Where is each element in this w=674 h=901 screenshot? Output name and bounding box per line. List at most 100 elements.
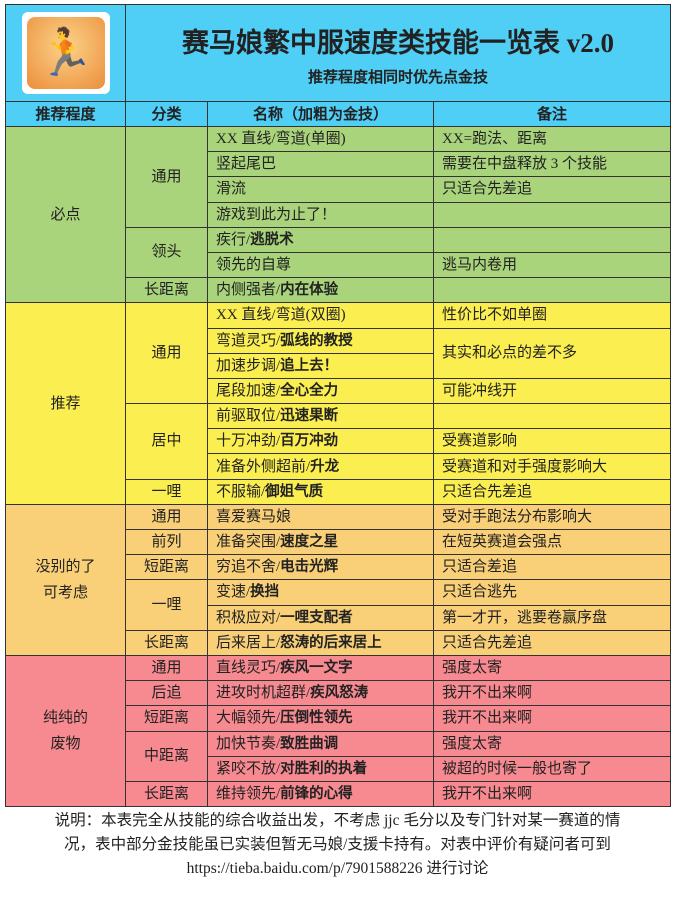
category-cell: 中距离 [125, 730, 208, 782]
skill-name-cell: 弯道灵巧/弧线的教授 [207, 327, 434, 354]
level-cell: 推荐 [5, 302, 126, 505]
note-cell [432, 277, 672, 304]
category-cell: 领头 [125, 226, 208, 279]
level-cell: 没别的了 可考虑 [5, 503, 126, 656]
gold-skill-name: 对胜利的执着 [280, 760, 368, 777]
note-cell: 逃马内卷用 [432, 251, 672, 279]
category-cell: 一哩 [125, 478, 208, 505]
skill-name-cell: 不服输/御姐气质 [207, 478, 434, 505]
table-row: 必点 通用 XX 直线/弯道(单圈) XX=跑法、距离 [5, 125, 672, 304]
skill-name-cell: 准备外侧超前/升龙 [207, 453, 434, 480]
level-cell: 纯纯的 废物 [5, 654, 126, 808]
column-header-name: 名称（加粗为金技） [207, 101, 434, 127]
column-header-level: 推荐程度 [5, 101, 126, 127]
note-cell: 只适合先差追 [432, 629, 672, 656]
gold-skill-name: 怒涛的后来居上 [280, 634, 382, 651]
footer-line: 况，表中部分金技能虽已实装但暂无马娘/支援卡持有。对表中评价有疑问者可到 [64, 836, 611, 854]
skill-name-cell: 十万冲劲/百万冲劲 [207, 428, 434, 455]
skill-name-cell: 积极应对/一哩支配者 [207, 604, 434, 631]
gold-skill-name: 电击光辉 [280, 559, 339, 576]
skill-name-cell: 竖起尾巴 [207, 151, 434, 178]
category-cell: 短距离 [125, 705, 208, 732]
note-cell: 只适合先差追 [432, 478, 672, 505]
logo-cell: 🏃 [5, 4, 126, 102]
skill-name-cell: 进攻时机超群/疾风怒涛 [207, 680, 434, 707]
note-cell: 只适合差追 [432, 554, 672, 581]
note-cell: 受对手跑法分布影响大 [432, 503, 672, 531]
category-cell: 通用 [125, 654, 208, 682]
skill-name-cell: XX 直线/弯道(单圈) [207, 125, 434, 153]
skill-name-cell: 领先的自尊 [207, 251, 434, 279]
note-cell [432, 226, 672, 253]
gold-skill-name: 疾风怒涛 [310, 685, 369, 702]
gold-skill-name: 前锋的心得 [280, 785, 353, 802]
note-cell: 只适合先差追 [432, 176, 672, 203]
note-cell: XX=跑法、距离 [432, 125, 672, 153]
skill-name-cell: 维持领先/前锋的心得 [207, 780, 434, 808]
table-header-block: 🏃 赛马娘繁中服速度类技能一览表 v2.0 推荐程度相同时优先点金技 [5, 4, 672, 102]
note-cell: 受赛道和对手强度影响大 [432, 453, 672, 480]
page-title: 赛马娘繁中服速度类技能一览表 v2.0 [182, 28, 614, 58]
skill-name-cell: 加快节奏/致胜曲调 [207, 730, 434, 757]
note-cell: 需要在中盘释放 3 个技能 [432, 151, 672, 178]
page-subtitle: 推荐程度相同时优先点金技 [308, 68, 489, 86]
skill-name-cell: 后来居上/怒涛的后来居上 [207, 629, 434, 656]
table-row: 推荐 通用 XX 直线/弯道(双圈) 性价比不如单圈 [5, 302, 672, 505]
note-cell: 强度太寄 [432, 730, 672, 757]
skill-table-container: 🏃 赛马娘繁中服速度类技能一览表 v2.0 推荐程度相同时优先点金技 推荐程度 … [5, 4, 672, 881]
note-cell [432, 201, 672, 228]
skill-name-cell: 滑流 [207, 176, 434, 203]
skill-name-cell: 准备突围/速度之星 [207, 528, 434, 556]
gold-skill-name: 换挡 [250, 584, 280, 601]
gold-skill-name: 升龙 [310, 458, 340, 475]
note-cell: 我开不出来啊 [432, 680, 672, 707]
category-cell: 通用 [125, 126, 208, 228]
category-cell: 长距离 [125, 629, 208, 656]
note-cell: 我开不出来啊 [432, 780, 672, 808]
gold-skill-name: 内在体验 [280, 282, 339, 299]
note-cell: 可能冲线开 [432, 377, 672, 405]
gold-skill-name: 疾风一文字 [280, 660, 353, 677]
gold-skill-name: 压倒性领先 [280, 710, 353, 727]
table-row: 领头 疾行/逃脱术 [5, 226, 672, 279]
gold-skill-name: 百万冲劲 [280, 433, 339, 450]
note-cell: 性价比不如单圈 [432, 302, 672, 329]
category-cell: 通用 [125, 503, 208, 531]
footer-line: 说明：本表完全从技能的综合收益出发，不考虑 jjc 毛分以及专门针对某一赛道的情 [54, 812, 621, 830]
note-cell: 在短英赛道会强点 [432, 528, 672, 556]
column-header-category: 分类 [125, 101, 208, 127]
skill-name-cell: 大幅领先/压倒性领先 [207, 705, 434, 732]
category-cell: 后追 [125, 680, 208, 707]
table-row: 竖起尾巴 需要在中盘释放 3 个技能 [5, 151, 672, 178]
note-cell [432, 403, 672, 430]
gold-skill-name: 迅速果断 [280, 408, 339, 425]
gold-skill-name: 逃脱术 [250, 231, 294, 248]
category-cell: 居中 [125, 403, 208, 480]
skill-name-cell: 喜爱赛马娘 [207, 503, 434, 531]
gold-skill-name: 弧线的教授 [280, 332, 353, 349]
table-row: 长距离 内侧强者/内在体验 [5, 277, 672, 304]
note-cell: 被超的时候一般也寄了 [432, 755, 672, 782]
table-row: 纯纯的 废物 通用 直线灵巧/疾风一文字强度太寄 [5, 654, 672, 808]
column-header-row: 推荐程度 分类 名称（加粗为金技） 备注 [5, 101, 672, 127]
table-row: 短距离 大幅领先/压倒性领先 我开不出来啊 [5, 705, 672, 732]
gold-skill-name: 一哩支配者 [280, 609, 353, 626]
table-row: 滑流 只适合先差追 [5, 176, 672, 203]
skill-name-cell: 穷追不舍/电击光辉 [207, 554, 434, 581]
note-cell: 只适合逃先 [432, 579, 672, 606]
skill-name-cell: 变速/换挡 [207, 579, 434, 606]
category-cell: 一哩 [125, 579, 208, 631]
gold-skill-name: 全心全力 [280, 382, 339, 399]
table-row: 紧咬不放/对胜利的执着 被超的时候一般也寄了 [5, 755, 672, 782]
gold-skill-name: 速度之星 [280, 534, 339, 551]
footer-link[interactable]: https://tieba.baidu.com/p/7901588226 进行讨… [186, 860, 489, 878]
footer-note: 说明：本表完全从技能的综合收益出发，不考虑 jjc 毛分以及专门针对某一赛道的情… [5, 809, 670, 881]
skill-name-cell: 前驱取位/迅速果断 [207, 403, 434, 430]
logo: 🏃 [21, 12, 110, 94]
skill-name-cell: 直线灵巧/疾风一文字 [207, 654, 434, 682]
category-cell: 长距离 [125, 780, 208, 808]
table-row: 尾段加速/全心全力 可能冲线开 [5, 377, 672, 405]
skill-name-cell: 内侧强者/内在体验 [207, 277, 434, 304]
gold-skill-name: 致胜曲调 [280, 735, 339, 752]
category-cell: 通用 [125, 302, 208, 405]
